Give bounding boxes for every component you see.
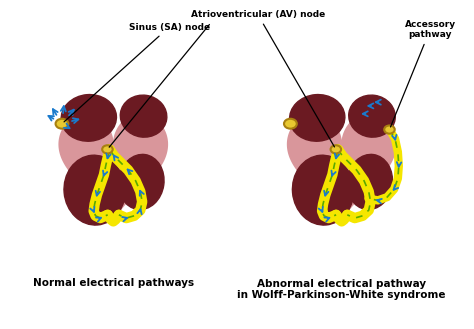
Ellipse shape (349, 95, 395, 137)
Text: Normal electrical pathways: Normal electrical pathways (33, 278, 194, 288)
Polygon shape (287, 114, 397, 226)
Ellipse shape (61, 94, 117, 141)
Text: Atrioventricular (AV) node: Atrioventricular (AV) node (191, 10, 335, 147)
Text: Abnormal electrical pathway
in Wolff-Parkinson-White syndrome: Abnormal electrical pathway in Wolff-Par… (237, 279, 446, 300)
Ellipse shape (384, 125, 395, 134)
Ellipse shape (118, 154, 164, 210)
Ellipse shape (347, 154, 392, 210)
Ellipse shape (284, 119, 297, 129)
Polygon shape (58, 114, 168, 226)
Ellipse shape (290, 94, 345, 141)
Ellipse shape (120, 95, 167, 137)
Text: Accessory
pathway: Accessory pathway (391, 20, 456, 127)
Ellipse shape (102, 145, 113, 153)
Ellipse shape (292, 155, 354, 225)
Ellipse shape (64, 155, 125, 225)
Text: Sinus (SA) node: Sinus (SA) node (64, 22, 210, 122)
Ellipse shape (55, 119, 68, 129)
Ellipse shape (330, 145, 341, 153)
